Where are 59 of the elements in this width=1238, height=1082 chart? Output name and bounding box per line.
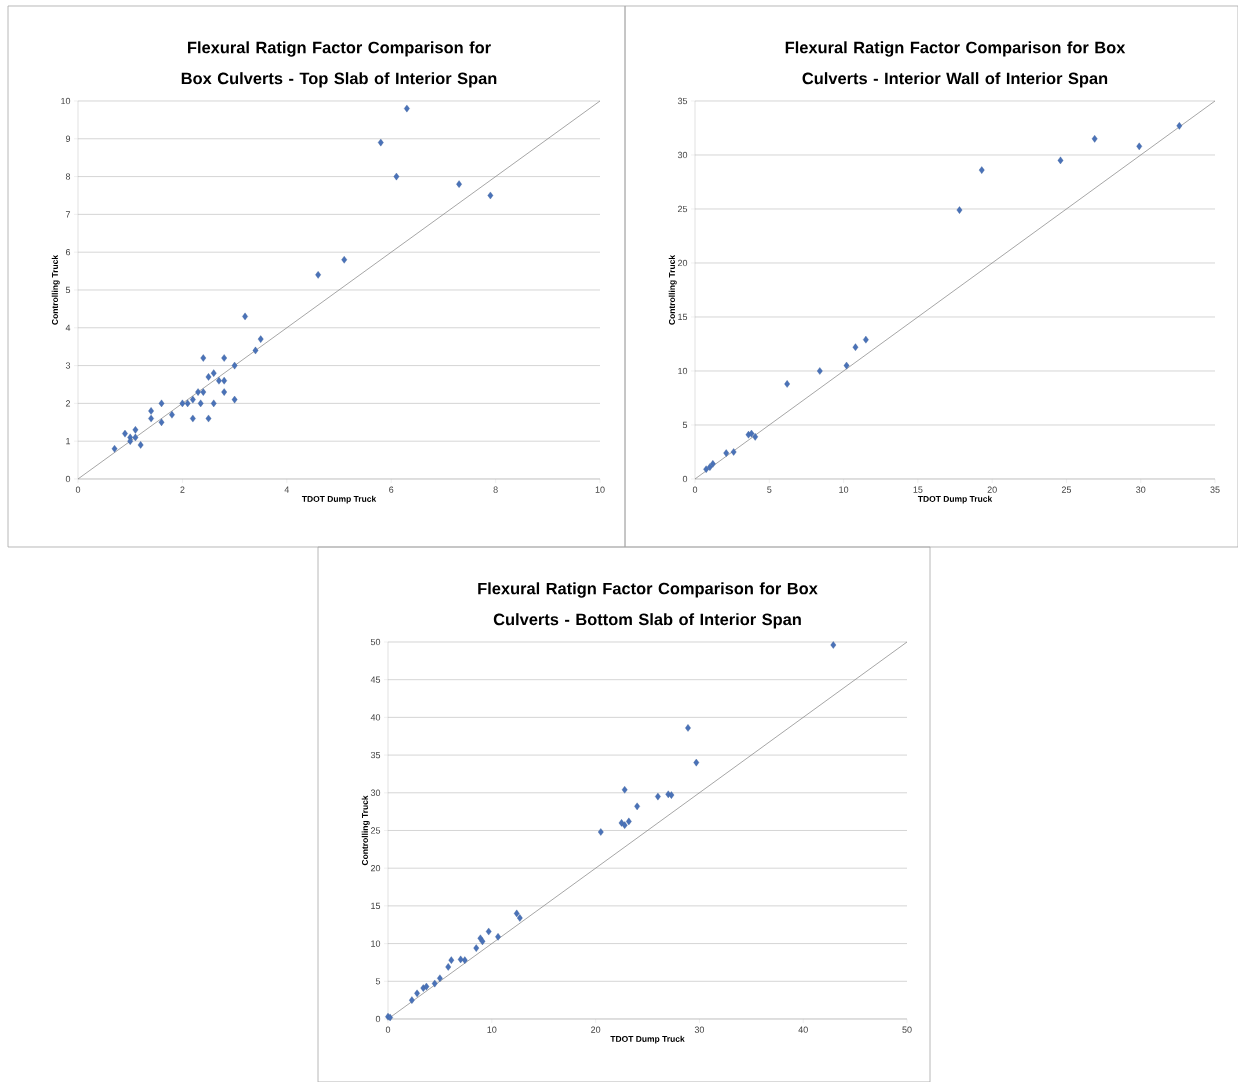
x-tick-label: 15 (913, 486, 923, 493)
x-tick-label: 30 (694, 1026, 705, 1033)
x-tick-label: 0 (385, 1026, 391, 1033)
y-tick-label: 0 (65, 475, 71, 483)
chart-title: Flexural Ratign Factor Comparison for Box Culverts - Interior Wall of Interior Span (785, 41, 1126, 88)
x-tick-label: 0 (75, 486, 81, 493)
y-tick-label: 5 (375, 978, 381, 985)
y-tick-label: 9 (65, 135, 71, 142)
y-tick-label: 1 (66, 438, 71, 445)
x-tick-label: 0 (692, 486, 698, 493)
y-tick-label: 35 (370, 751, 381, 759)
x-tick-label: 25 (1061, 486, 1072, 493)
x-tick-label: 20 (987, 486, 997, 493)
x-tick-label: 35 (1210, 486, 1220, 493)
y-tick-label: 10 (61, 97, 71, 105)
y-tick-label: 20 (370, 865, 381, 872)
x-tick-label: 10 (839, 486, 849, 493)
y-tick-label: 0 (682, 475, 688, 483)
x-tick-label: 20 (591, 1026, 601, 1033)
y-tick-label: 10 (371, 940, 381, 947)
x-axis-title: TDOT Dump Truck (610, 1035, 685, 1044)
y-tick-label: 35 (677, 97, 688, 105)
y-tick-label: 8 (65, 173, 71, 180)
y-tick-label: 20 (677, 259, 688, 267)
y-tick-label: 50 (370, 638, 381, 646)
y-tick-label: 6 (65, 249, 71, 256)
chart-title: Flexural Ratign Factor Comparison for Box Culverts - Bottom Slab of Interior Span (478, 582, 818, 629)
x-tick-label: 5 (767, 486, 772, 493)
y-tick-label: 25 (677, 205, 688, 213)
x-tick-label: 8 (493, 486, 498, 493)
x-axis-title: TDOT Dump Truck (917, 495, 993, 504)
x-tick-label: 40 (798, 1026, 808, 1033)
y-tick-label: 30 (677, 151, 688, 159)
x-tick-label: 4 (284, 486, 290, 493)
x-tick-label: 6 (389, 486, 394, 493)
y-tick-label: 3 (65, 362, 71, 369)
y-tick-label: 40 (370, 714, 381, 721)
chart-title: Flexural Ratign Factor Comparison for Box Culverts - Top Slab of Interior Span (181, 41, 497, 88)
y-tick-label: 7 (65, 211, 71, 218)
y-axis-title: Controlling Truck (668, 254, 677, 325)
y-tick-label: 25 (370, 827, 381, 834)
x-tick-label: 2 (180, 486, 185, 493)
y-axis-title: Controlling Truck (51, 254, 60, 325)
y-tick-label: 30 (370, 789, 381, 796)
y-axis-title: Controlling Truck (361, 795, 370, 866)
x-tick-label: 10 (487, 1026, 497, 1033)
y-tick-label: 15 (371, 902, 381, 910)
y-tick-label: 15 (678, 313, 688, 321)
y-tick-label: 5 (65, 286, 71, 294)
y-tick-label: 45 (370, 676, 381, 683)
x-tick-label: 30 (1136, 486, 1146, 493)
y-tick-label: 4 (65, 324, 71, 331)
y-tick-label: 5 (682, 421, 688, 429)
x-axis-title: TDOT Dump Truck (301, 495, 377, 504)
y-tick-label: 10 (678, 367, 688, 375)
x-tick-label: 50 (902, 1026, 912, 1033)
y-tick-label: 0 (375, 1015, 381, 1023)
y-tick-label: 2 (65, 400, 71, 407)
x-tick-label: 10 (595, 486, 605, 493)
